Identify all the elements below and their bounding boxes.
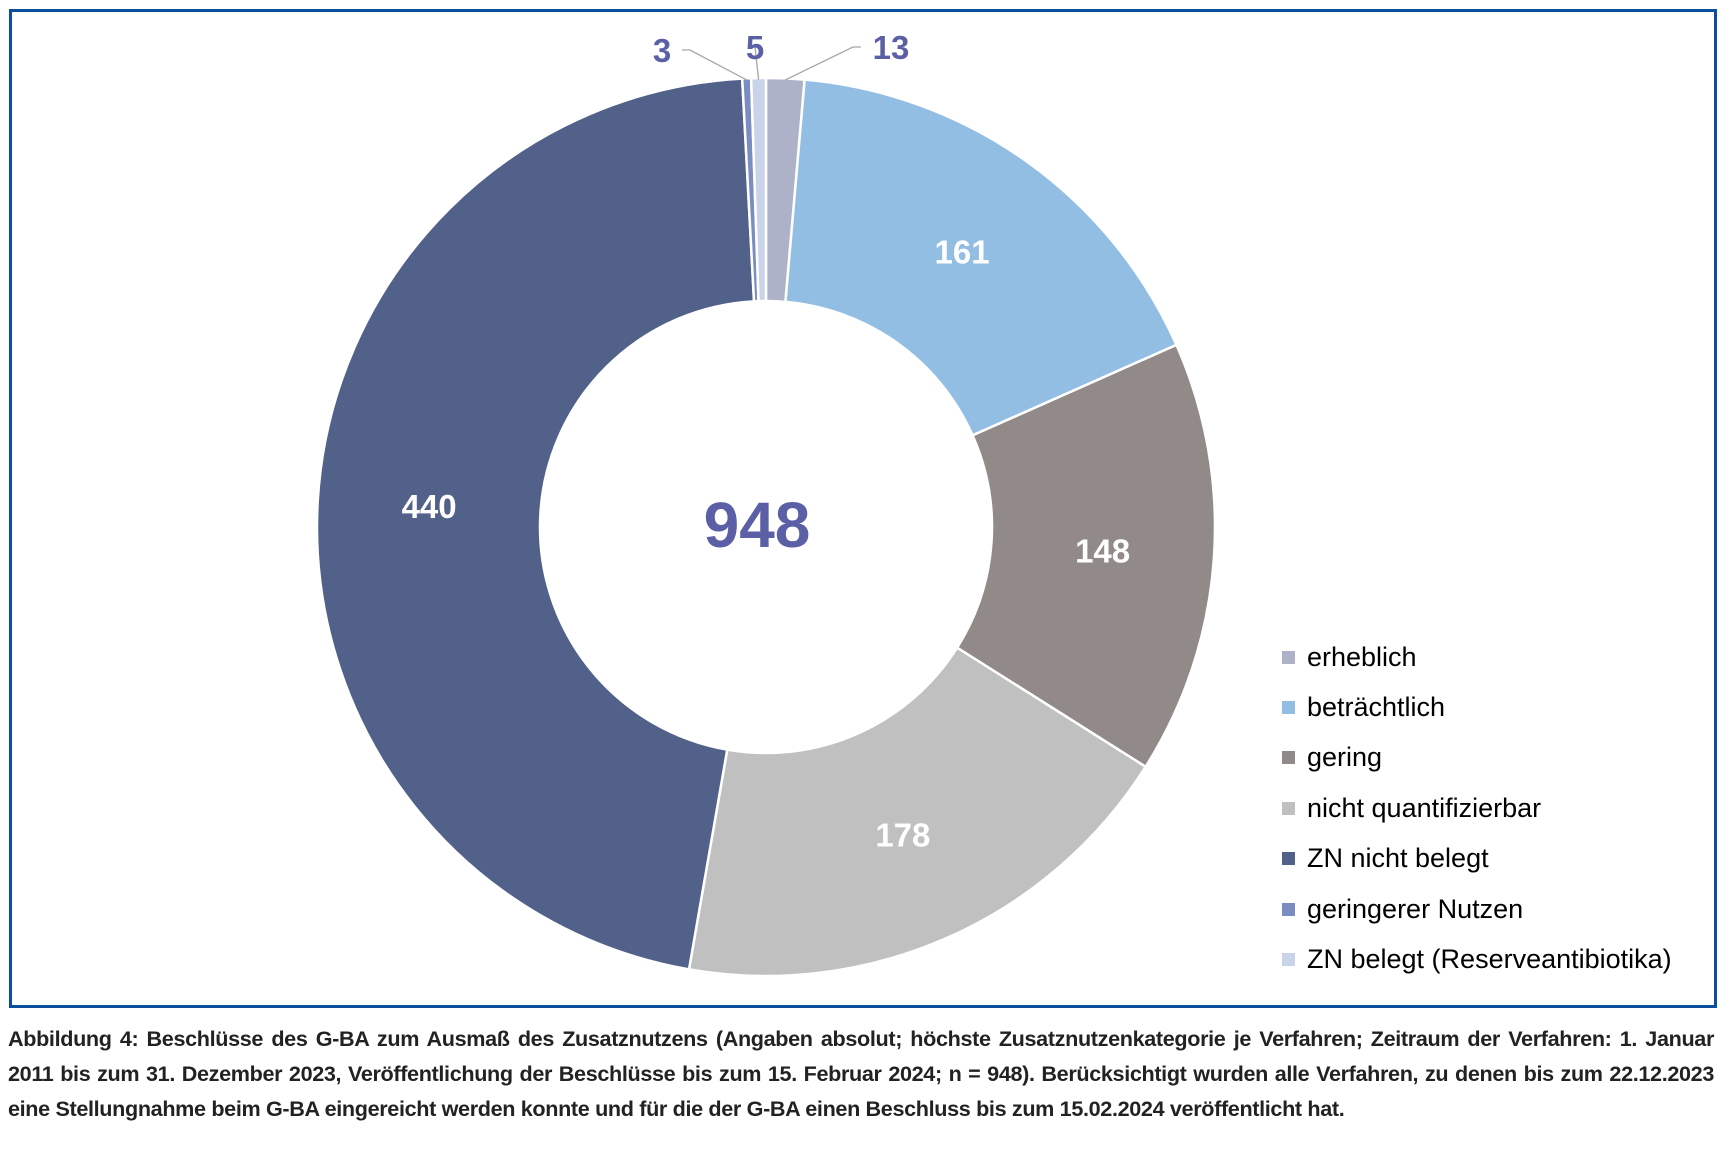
legend-item: nicht quantifizierbar: [1282, 783, 1672, 833]
legend-item: ZN belegt (Reserveantibiotika): [1282, 934, 1672, 984]
legend-label: geringerer Nutzen: [1307, 893, 1524, 924]
donut-chart: 13 161 148 178 440 3 5 948: [315, 29, 1217, 978]
leader-line: [754, 46, 760, 80]
data-label: 161: [934, 233, 989, 270]
figure-caption: Abbildung 4: Beschlüsse des G-BA zum Aus…: [8, 1026, 1714, 1121]
data-label: 13: [873, 29, 910, 66]
legend-item: beträchtlich: [1282, 682, 1672, 732]
legend-swatch: [1282, 852, 1295, 866]
legend-swatch: [1282, 953, 1295, 967]
legend-item: geringerer Nutzen: [1282, 884, 1672, 934]
legend-label: erheblich: [1307, 641, 1417, 672]
data-label: 178: [875, 817, 930, 854]
data-label: 148: [1075, 533, 1130, 570]
legend-swatch: [1282, 902, 1295, 916]
legend-item: ZN nicht belegt: [1282, 834, 1672, 884]
chart-frame: [9, 9, 1717, 1008]
data-label: 440: [402, 488, 457, 525]
legend-item: gering: [1282, 733, 1672, 783]
legend-label: gering: [1307, 742, 1383, 773]
legend-swatch: [1282, 751, 1295, 765]
leader-line: [784, 46, 861, 81]
legend-swatch: [1282, 650, 1295, 664]
donut-slice-nicht-quantifizierbar: [687, 645, 1148, 978]
donut-slice-zn-nicht-belegt: [315, 77, 756, 971]
legend-swatch: [1282, 701, 1295, 715]
data-label: 3: [653, 32, 671, 69]
legend: erheblich beträchtlich gering nicht quantif…: [1282, 632, 1672, 985]
donut-slice-gering: [955, 343, 1217, 769]
donut-slice-beträchtlich: [784, 78, 1179, 438]
donut-slice-zn-belegt-reserveantibiotika-: [749, 76, 768, 303]
data-label: 5: [746, 29, 764, 66]
legend-swatch: [1282, 801, 1295, 815]
legend-label: ZN belegt (Reserveantibiotika): [1307, 944, 1672, 975]
legend-label: ZN nicht belegt: [1307, 843, 1489, 874]
legend-label: beträchtlich: [1307, 692, 1446, 723]
center-total-label: 948: [704, 489, 811, 561]
legend-item: erheblich: [1282, 632, 1672, 682]
leader-line: [682, 49, 748, 81]
legend-label: nicht quantifizierbar: [1307, 792, 1542, 823]
